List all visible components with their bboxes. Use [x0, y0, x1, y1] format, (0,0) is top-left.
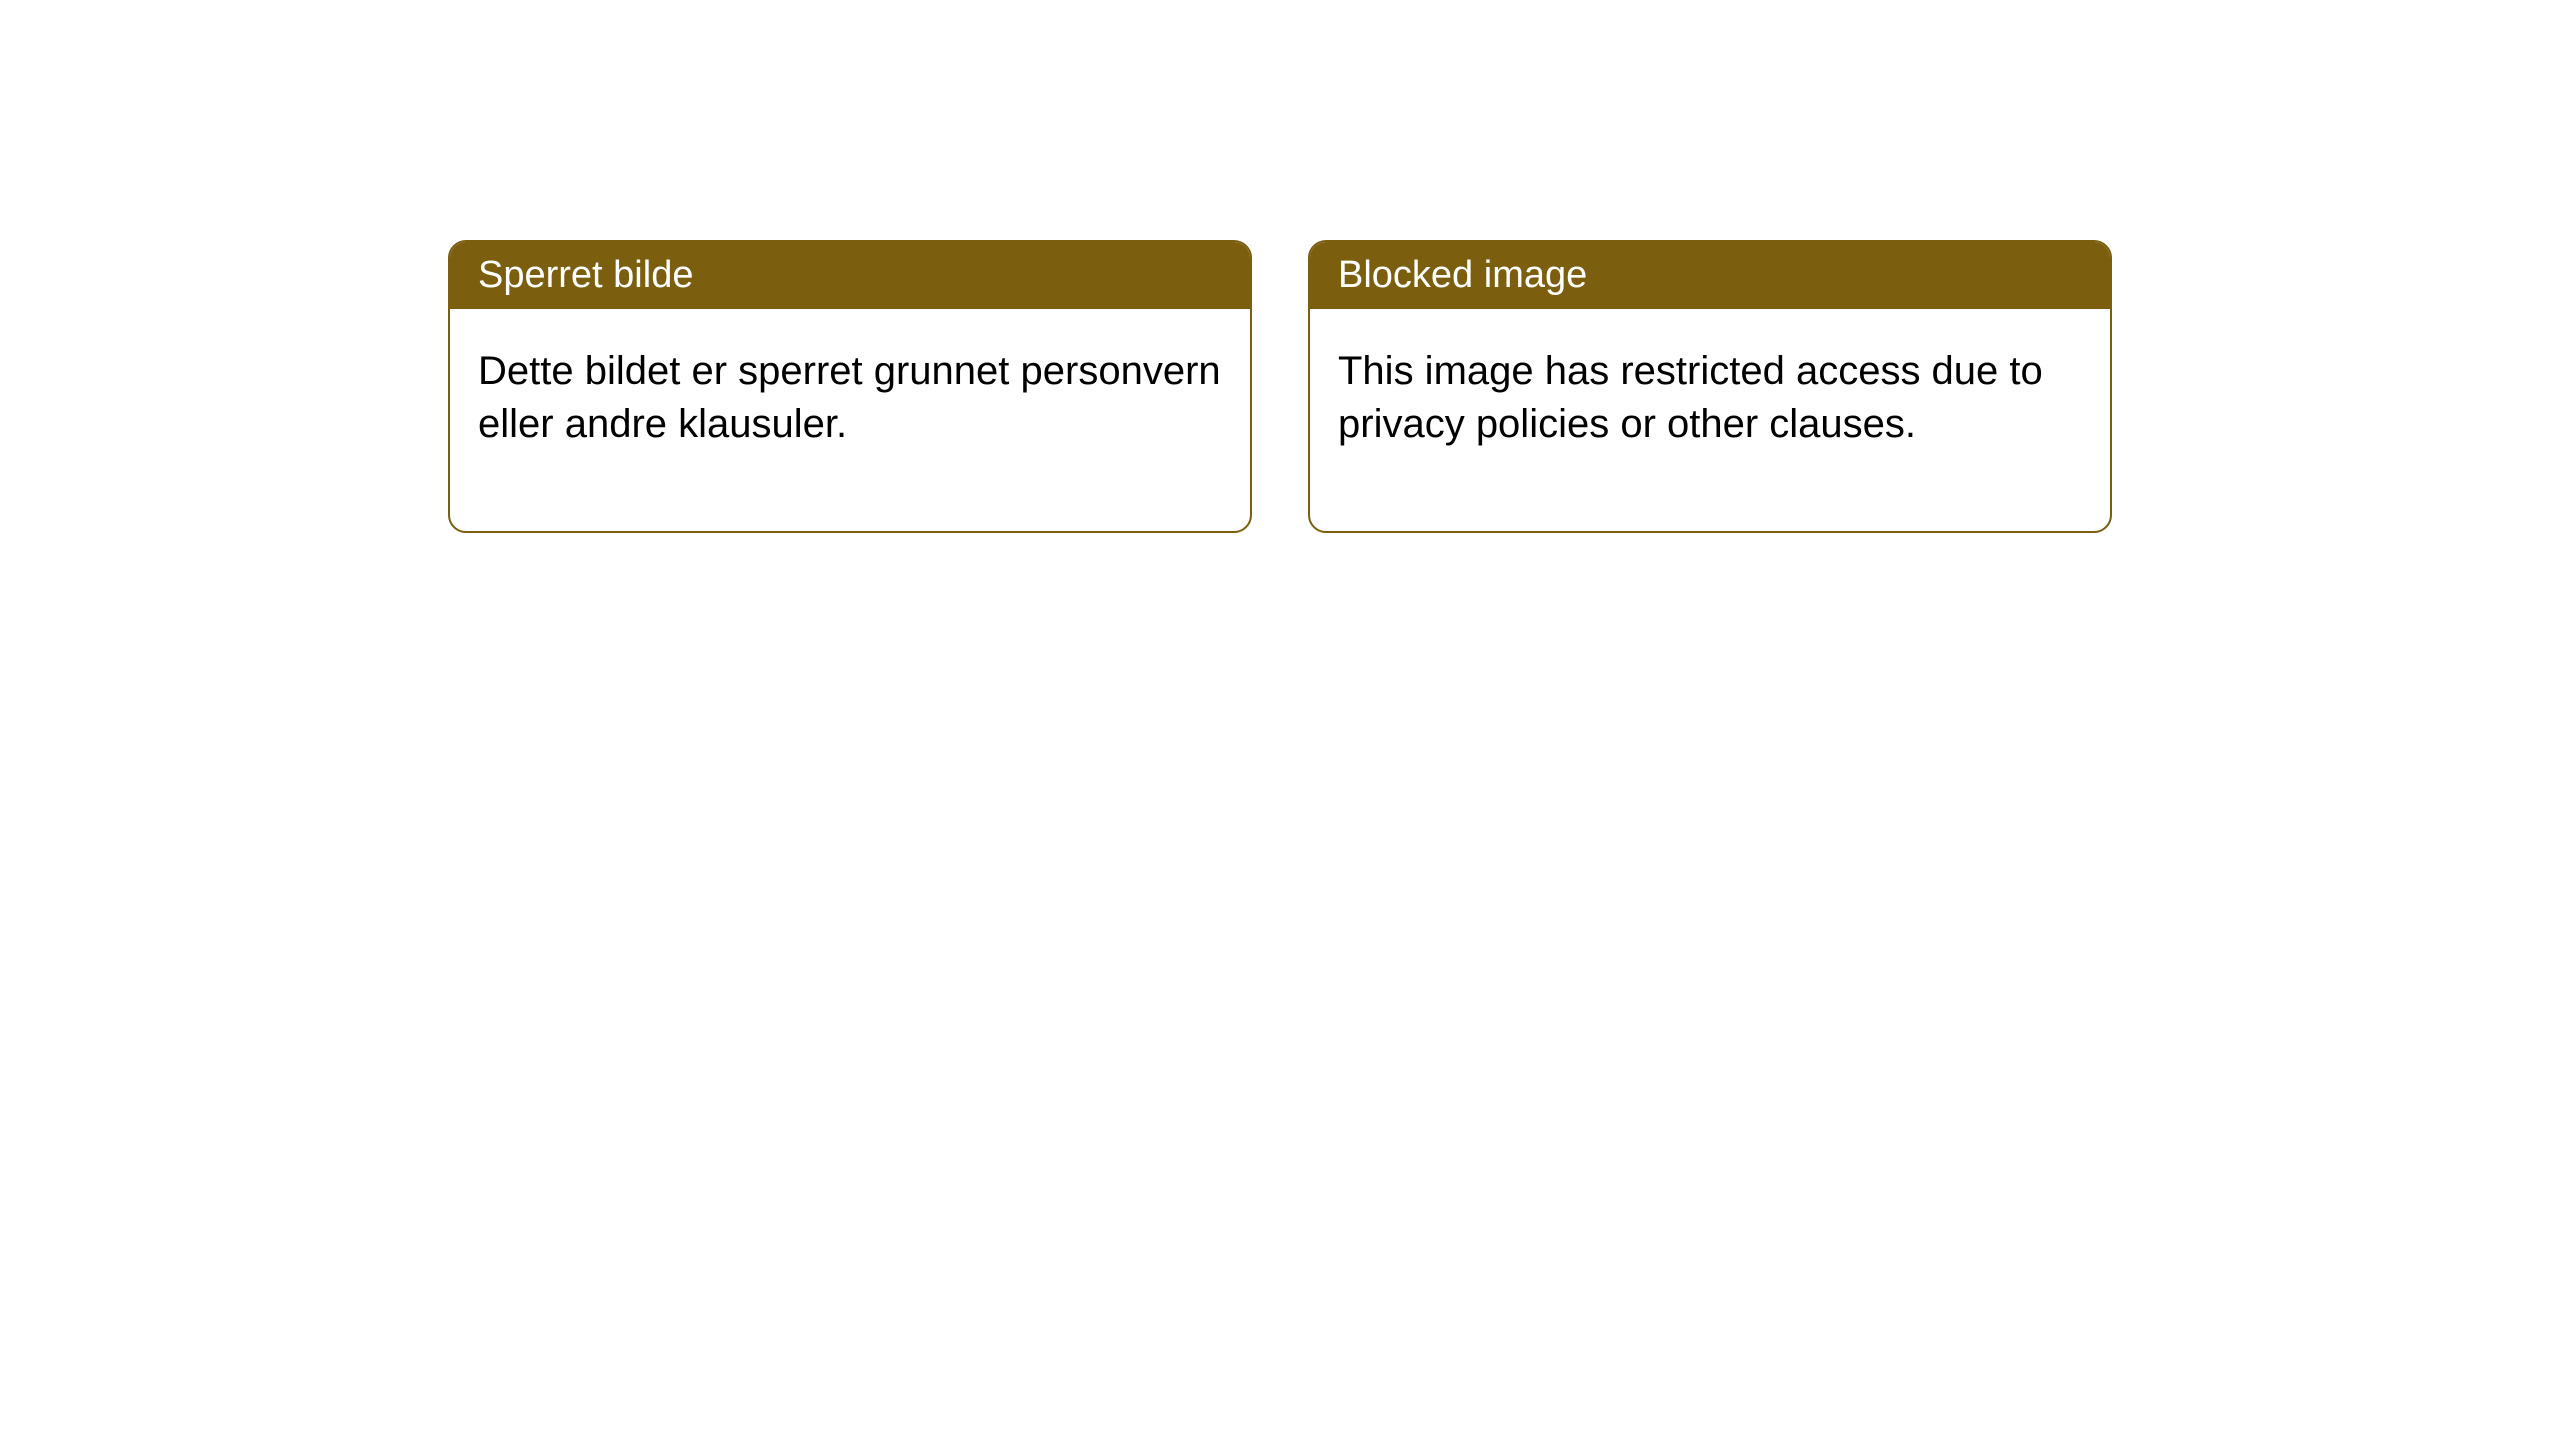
notice-body-text: This image has restricted access due to …: [1338, 349, 2043, 446]
notice-box-norwegian: Sperret bilde Dette bildet er sperret gr…: [448, 240, 1252, 533]
notice-body: Dette bildet er sperret grunnet personve…: [450, 309, 1250, 531]
notice-body: This image has restricted access due to …: [1310, 309, 2110, 531]
notice-header: Sperret bilde: [450, 242, 1250, 309]
notice-box-english: Blocked image This image has restricted …: [1308, 240, 2112, 533]
notice-title: Blocked image: [1338, 254, 1587, 296]
notice-header: Blocked image: [1310, 242, 2110, 309]
notice-title: Sperret bilde: [478, 254, 693, 296]
notice-body-text: Dette bildet er sperret grunnet personve…: [478, 349, 1221, 446]
notice-container: Sperret bilde Dette bildet er sperret gr…: [0, 0, 2560, 533]
